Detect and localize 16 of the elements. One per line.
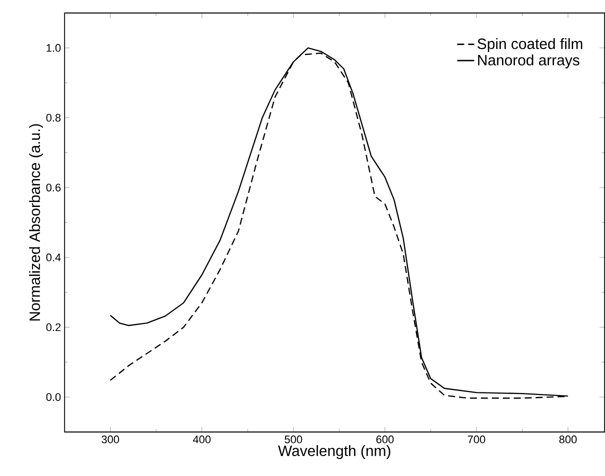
x-tick-label: 800 (559, 436, 577, 444)
y-tick-label: 0.0 (46, 393, 61, 401)
y-tick-label: 0.2 (46, 323, 61, 332)
x-tick-label: 400 (192, 436, 211, 444)
legend-label: Nanorod arrays (478, 54, 580, 68)
x-tick-label: 300 (102, 436, 120, 444)
x-axis-title: Wavelength (nm) (278, 445, 390, 460)
y-axis-title: Normalized Absorbance (a.u.) (29, 124, 44, 321)
x-tick-label: 500 (284, 436, 302, 444)
y-tick-label: 0.6 (46, 184, 61, 192)
y-tick-label: 1.0 (46, 44, 61, 52)
y-tick-label: 0.4 (46, 254, 61, 262)
y-tick-label: 0.8 (46, 114, 61, 122)
x-tick-label: 600 (376, 436, 394, 444)
x-tick-label: 700 (468, 436, 486, 444)
legend-label: Spin coated film (478, 38, 582, 52)
